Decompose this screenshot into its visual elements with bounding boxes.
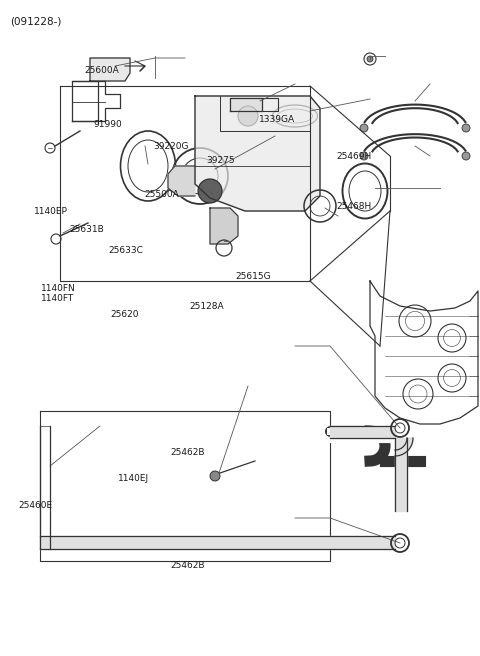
Circle shape — [238, 106, 258, 126]
Text: 25462B: 25462B — [170, 561, 205, 570]
Text: 25469H: 25469H — [336, 152, 371, 161]
Text: 1339GA: 1339GA — [259, 115, 295, 124]
Text: 25620: 25620 — [110, 310, 139, 319]
Polygon shape — [168, 166, 195, 196]
Text: 91990: 91990 — [94, 120, 122, 129]
Text: 25500A: 25500A — [144, 190, 179, 199]
Text: 1140FN: 1140FN — [41, 284, 75, 293]
Text: 1140EP: 1140EP — [34, 207, 68, 216]
Text: 25631B: 25631B — [70, 225, 104, 234]
Polygon shape — [230, 98, 262, 111]
Text: 25633C: 25633C — [108, 246, 143, 255]
Polygon shape — [210, 208, 238, 244]
Circle shape — [360, 124, 368, 132]
Text: 25128A: 25128A — [190, 302, 224, 311]
Polygon shape — [395, 438, 413, 456]
Polygon shape — [195, 96, 320, 211]
Circle shape — [210, 471, 220, 481]
Text: 25468H: 25468H — [336, 202, 371, 211]
Polygon shape — [90, 58, 130, 81]
Text: 1140EJ: 1140EJ — [118, 474, 149, 483]
Circle shape — [462, 152, 470, 160]
Text: 25460E: 25460E — [18, 501, 52, 510]
Text: 25462B: 25462B — [170, 448, 205, 457]
Circle shape — [367, 56, 373, 62]
Circle shape — [360, 152, 368, 160]
Text: 25600A: 25600A — [84, 66, 119, 75]
Text: 25615G: 25615G — [235, 272, 271, 281]
Circle shape — [462, 124, 470, 132]
Circle shape — [198, 179, 222, 203]
Text: 1140FT: 1140FT — [41, 294, 74, 303]
Text: (091228-): (091228-) — [10, 16, 61, 26]
Text: 39220G: 39220G — [154, 142, 189, 152]
Text: 39275: 39275 — [206, 156, 235, 165]
